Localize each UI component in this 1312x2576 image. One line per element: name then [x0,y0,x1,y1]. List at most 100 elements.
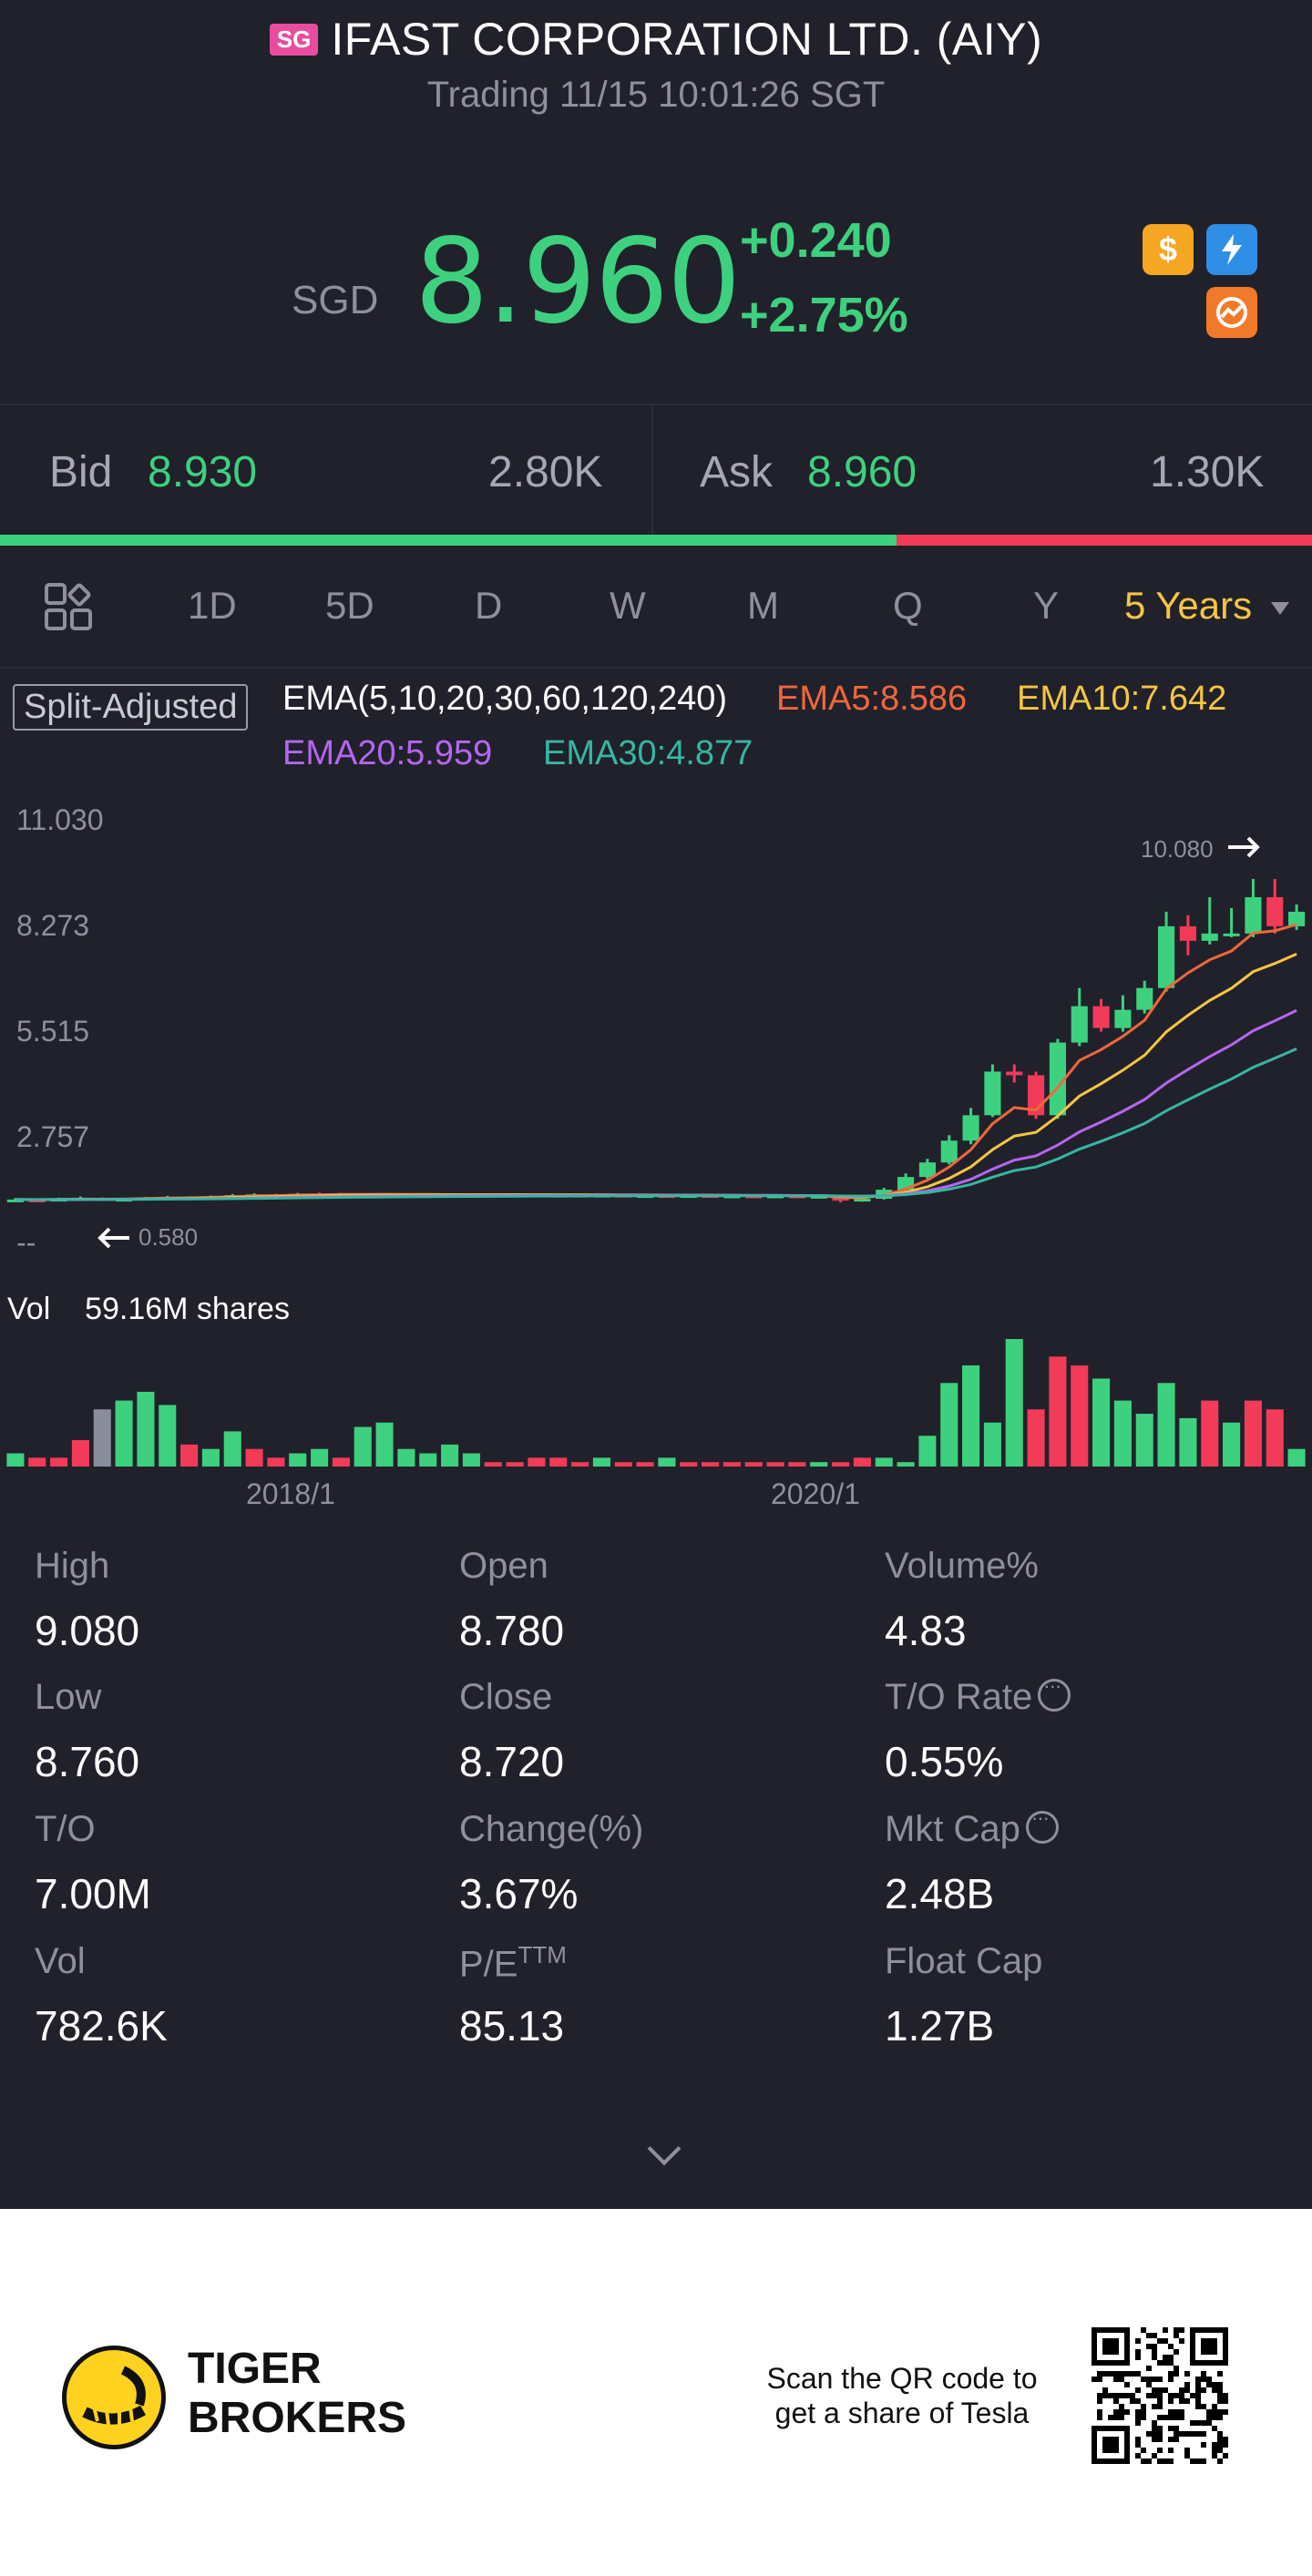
qr-module [1157,2437,1163,2442]
qr-module [1135,2442,1141,2448]
volume-bar [788,1462,806,1467]
volume-bar [658,1457,676,1467]
qr-module [1157,2448,1163,2453]
ema-indicator-label[interactable]: EMA(5,10,20,30,60,120,240) [282,680,728,718]
qr-module [1119,2371,1124,2377]
qr-module [1217,2458,1223,2464]
candle-body [1006,1071,1023,1076]
more-info-icon[interactable] [1025,1806,1059,1845]
stat-value-pe: 85.13 [459,2002,565,2050]
qr-module [1201,2387,1206,2393]
y-tick-label: 8.273 [16,909,90,942]
qr-module [1124,2409,1130,2415]
qr-module [1217,2387,1223,2393]
qr-module [1097,2393,1102,2398]
tab-week[interactable]: W [610,584,646,627]
qr-module [1223,2393,1228,2398]
more-info-icon[interactable] [1038,1674,1071,1712]
qr-module [1152,2387,1157,2393]
volume-bar [1049,1356,1067,1467]
last-price: 8.960 [415,214,741,350]
qr-module [1119,2409,1124,2415]
chart-up-icon[interactable] [1206,287,1257,338]
volume-bar [592,1457,610,1467]
low-marker-label: 0.580 [138,1223,199,1251]
flash-icon[interactable] [1206,224,1257,275]
volume-caption: Vol 59.16M shares [7,1292,290,1327]
qr-module [1168,2355,1174,2360]
tab-month[interactable]: M [747,584,779,627]
qr-module [1223,2398,1228,2404]
volume-bar [115,1400,133,1467]
price-chart[interactable] [0,783,1312,1476]
x-tick-label: 2020/1 [771,1477,860,1510]
qr-module [1212,2409,1217,2415]
qr-module [1108,2371,1113,2377]
ema20-line [15,1008,1297,1201]
caret-down-icon[interactable] [1271,602,1289,615]
qr-module [1102,2393,1108,2398]
tab-year[interactable]: Y [1033,584,1060,627]
tab-5-years[interactable]: 5 Years [1124,584,1253,627]
qr-module [1168,2344,1174,2349]
stat-value-open: 8.780 [459,1607,565,1654]
stat-label-low: Low [35,1677,102,1717]
y-tick-label: 5.515 [16,1015,90,1048]
stat-label-float-cap: Float Cap [885,1941,1043,1981]
candle-body [1288,911,1306,926]
qr-module [1201,2458,1206,2464]
qr-module [1217,2442,1223,2448]
qr-module [1212,2415,1217,2420]
volume-bar [71,1440,89,1467]
split-adjusted-button[interactable]: Split-Adjusted [13,684,249,731]
stock-name[interactable]: IFAST CORPORATION LTD. (AIY) [331,14,1043,65]
qr-module [1163,2387,1168,2393]
qr-module [1184,2431,1190,2437]
qr-module [1190,2420,1195,2426]
qr-module [1163,2327,1168,2333]
qr-module [1097,2377,1102,2382]
qr-module [1179,2415,1184,2420]
qr-module [1163,2458,1168,2464]
ema5-value: EMA5:8.586 [776,680,968,718]
candles-group [6,879,1306,1203]
qr-module [1152,2393,1157,2398]
y-tick-label: 11.030 [16,803,104,836]
pe-text: P/E [459,1944,518,1985]
qr-module [1168,2398,1174,2404]
bid-ask-ratio-bar [0,535,1312,546]
pe-superscript: TTM [518,1941,567,1968]
qr-module [1124,2371,1130,2377]
qr-module [1179,2327,1184,2333]
qr-module [1179,2398,1184,2404]
qr-module [1146,2431,1152,2437]
tab-1d[interactable]: 1D [188,584,237,627]
volume-bar [50,1457,68,1467]
qr-module [1212,2448,1217,2453]
volume-bar [528,1457,546,1467]
qr-module [1113,2371,1119,2377]
tab-5d[interactable]: 5D [325,584,374,627]
tab-day[interactable]: D [475,584,503,627]
qr-module [1174,2327,1179,2333]
qr-module [1135,2338,1141,2344]
promo-footer: TIGER BROKERS Scan the QR code to get a … [0,2209,1312,2576]
qr-module [1195,2420,1201,2426]
volume-bar [419,1453,437,1467]
quote-header: SG IFAST CORPORATION LTD. (AIY) Trading … [0,0,1312,405]
mkt-cap-text: Mkt Cap [885,1809,1020,1849]
qr-module [1141,2448,1146,2453]
qr-module [1092,2377,1097,2382]
period-tabs: 1D 5D D W M Q Y 5 Years [0,546,1312,669]
price-change-percent: +2.75% [740,288,908,342]
expand-chevron-icon[interactable] [647,2131,682,2166]
qr-module [1113,2377,1119,2382]
bid-label: Bid [49,448,113,496]
layout-grid-icon[interactable] [44,582,93,631]
qr-module [1168,2448,1174,2453]
qr-module [1141,2409,1146,2415]
tab-quarter[interactable]: Q [893,584,923,627]
qr-module [1124,2382,1130,2387]
dollar-icon[interactable]: $ [1143,224,1194,275]
qr-module [1135,2453,1141,2458]
